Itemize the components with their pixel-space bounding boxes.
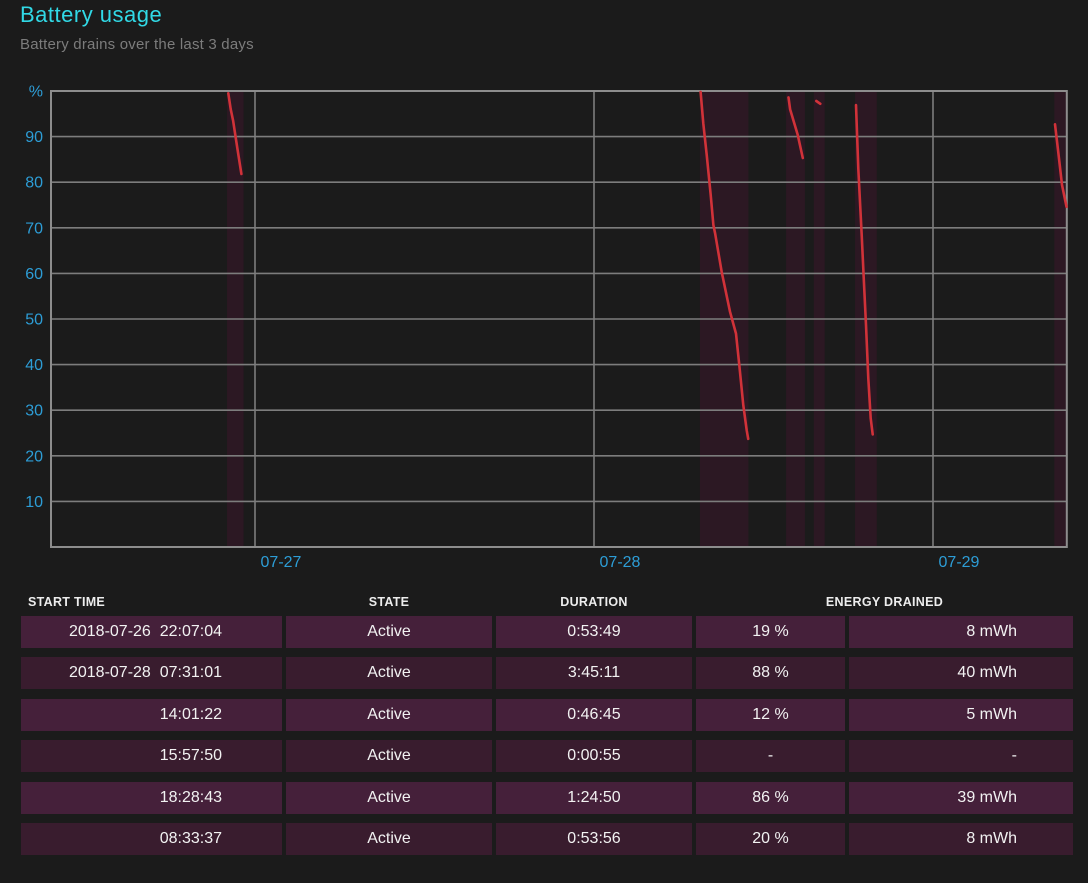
cell-energy-mwh: 8 mWh: [849, 616, 1073, 648]
table-row: 18:28:43 Active 1:24:50 86 % 39 mWh: [21, 781, 1073, 814]
cell-energy-percent: 20 %: [696, 822, 845, 855]
drain-line: [854, 103, 875, 436]
header-duration: DURATION: [560, 595, 628, 609]
table-row: 2018-07-26 22:07:04 Active 0:53:49 19 % …: [21, 616, 1073, 648]
y-axis-tick-label: 40: [25, 357, 43, 374]
y-axis-labels: % 90 80 70 60 50 40 30 20 10: [25, 84, 43, 511]
table-row: 08:33:37 Active 0:53:56 20 % 8 mWh: [21, 822, 1073, 855]
y-axis-tick-label: 10: [25, 494, 43, 511]
cell-energy-percent: -: [696, 740, 845, 773]
cell-energy-percent: 86 %: [696, 781, 845, 814]
battery-usage-table: START TIME STATE DURATION ENERGY DRAINED…: [21, 592, 1073, 864]
cell-state: Active: [286, 657, 492, 690]
cell-start-time: 08:33:37: [21, 822, 282, 855]
cell-duration: 0:00:55: [496, 740, 692, 773]
cell-start-time: 2018-07-28 07:31:01: [21, 657, 282, 690]
gridlines: [51, 91, 1067, 547]
page-subtitle: Battery drains over the last 3 days: [20, 36, 254, 53]
cell-energy-mwh: -: [849, 740, 1073, 773]
header-start-time: START TIME: [28, 595, 106, 609]
table-row: 2018-07-28 07:31:01 Active 3:45:11 88 % …: [21, 657, 1073, 690]
cell-state: Active: [286, 822, 492, 855]
y-axis-tick-label: 90: [25, 129, 43, 146]
plot-border: [50, 90, 1068, 548]
battery-usage-chart: % 90 80 70 60 50 40 30 20 10 07-27 07-28 07-29: [25, 84, 1068, 571]
y-axis-unit-label: %: [29, 84, 43, 101]
cell-duration: 3:45:11: [496, 657, 692, 690]
cell-energy-percent: 88 %: [696, 657, 845, 690]
drain-line: [1053, 123, 1068, 209]
cell-energy-mwh: 40 mWh: [849, 657, 1073, 690]
x-axis-tick-label: 07-28: [600, 554, 641, 571]
cell-state: Active: [286, 698, 492, 731]
y-axis-tick-label: 60: [25, 266, 43, 283]
cell-start-time: 14:01:22: [21, 698, 282, 731]
cell-start-time: 2018-07-26 22:07:04: [21, 616, 282, 648]
x-axis-labels: 07-27 07-28 07-29: [261, 554, 980, 571]
cell-start-time: 15:57:50: [21, 740, 282, 773]
y-axis-tick-label: 20: [25, 448, 43, 465]
header-state: STATE: [368, 595, 410, 609]
cell-energy-mwh: 8 mWh: [849, 822, 1073, 855]
cell-start-time: 18:28:43: [21, 781, 282, 814]
drain-line: [814, 99, 822, 106]
cell-energy-percent: 12 %: [696, 698, 845, 731]
y-axis-tick-label: 80: [25, 175, 43, 192]
y-axis-tick-label: 50: [25, 312, 43, 329]
x-axis-tick-label: 07-27: [261, 554, 302, 571]
drain-line: [699, 90, 750, 441]
cell-duration: 0:46:45: [496, 698, 692, 731]
header-energy-drained: ENERGY DRAINED: [825, 595, 944, 609]
cell-duration: 0:53:56: [496, 822, 692, 855]
cell-state: Active: [286, 781, 492, 814]
drain-line: [787, 96, 805, 160]
cell-energy-mwh: 5 mWh: [849, 698, 1073, 731]
page-title: Battery usage: [20, 2, 163, 27]
table-header-row: START TIME STATE DURATION ENERGY DRAINED: [21, 592, 1073, 612]
cell-energy-mwh: 39 mWh: [849, 781, 1073, 814]
drain-lines: [227, 90, 1068, 441]
table-row: 15:57:50 Active 0:00:55 - -: [21, 740, 1073, 773]
y-axis-tick-label: 30: [25, 403, 43, 420]
y-axis-tick-label: 70: [25, 220, 43, 237]
cell-duration: 0:53:49: [496, 616, 692, 648]
table-row: 14:01:22 Active 0:46:45 12 % 5 mWh: [21, 698, 1073, 731]
x-axis-tick-label: 07-29: [939, 554, 980, 571]
cell-energy-percent: 19 %: [696, 616, 845, 648]
cell-state: Active: [286, 740, 492, 773]
cell-state: Active: [286, 616, 492, 648]
drain-line: [227, 92, 243, 176]
cell-duration: 1:24:50: [496, 781, 692, 814]
